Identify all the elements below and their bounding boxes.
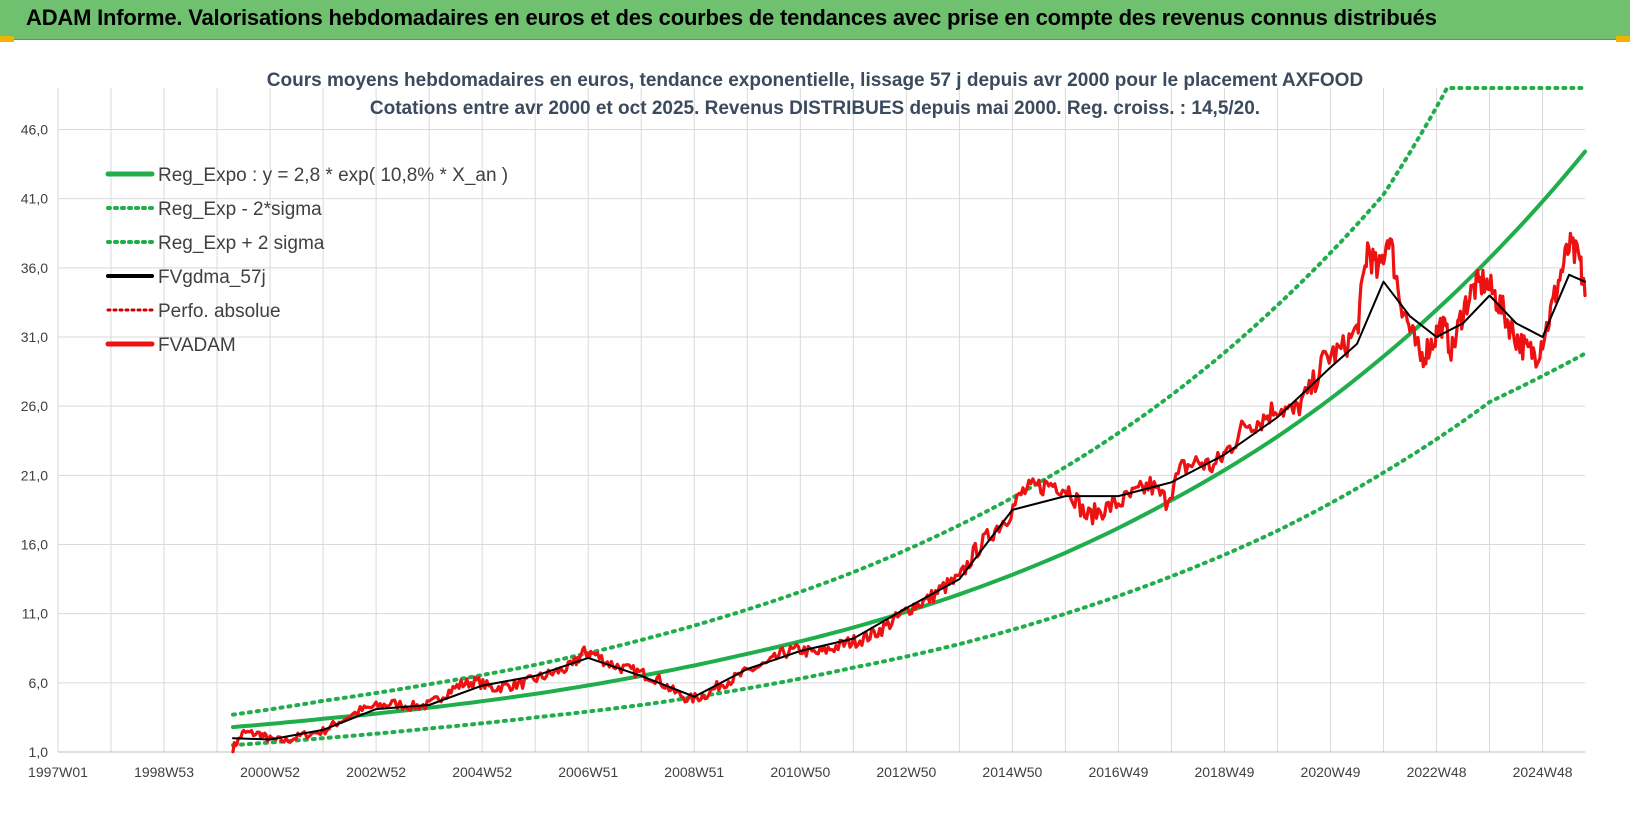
- x-tick-label: 2022W48: [1407, 764, 1467, 780]
- chart-area: Cours moyens hebdomadaires en euros, ten…: [21, 70, 1587, 780]
- grid-lines: [57, 88, 1585, 753]
- banner-title: ADAM Informe. Valorisations hebdomadaire…: [26, 5, 1437, 30]
- x-tick-label: 1997W01: [28, 764, 88, 780]
- chart-title-line-2: Cotations entre avr 2000 et oct 2025. Re…: [370, 98, 1260, 119]
- series-reg-exp-minus: [231, 351, 1587, 748]
- x-tick-label: 2016W49: [1088, 764, 1148, 780]
- series-reg-exp-plus: [231, 86, 1587, 717]
- x-tick-label: 2014W50: [982, 764, 1042, 780]
- x-tick-label: 2002W52: [346, 764, 406, 780]
- series-layer: [231, 86, 1587, 754]
- legend: Reg_Expo : y = 2,8 * exp( 10,8% * X_an )…: [105, 165, 508, 356]
- y-tick-label: 6,0: [29, 675, 49, 691]
- x-tick-label: 1998W53: [134, 764, 194, 780]
- corner-mark-right: [1616, 36, 1630, 42]
- series-fvadam: [231, 231, 1587, 754]
- legend-label: Perfo. absolue: [158, 301, 281, 322]
- y-tick-label: 46,0: [21, 122, 48, 138]
- chart-title-line-1: Cours moyens hebdomadaires en euros, ten…: [267, 70, 1363, 91]
- x-tick-label: 2012W50: [876, 764, 936, 780]
- x-tick-label: 2008W51: [664, 764, 724, 780]
- y-tick-label: 21,0: [21, 467, 48, 483]
- x-tick-label: 2020W49: [1301, 764, 1361, 780]
- y-axis: 1,0 6,0 11,0 16,0 21,0 26,0 31,0 36,0 41,0 46,0: [21, 122, 48, 761]
- x-tick-label: 2010W50: [770, 764, 830, 780]
- legend-label: FVgdma_57j: [158, 267, 266, 288]
- corner-mark-left: [0, 36, 14, 42]
- x-axis: 1997W01 1998W53 2000W52 2002W52 2004W52 2006W…: [28, 764, 1573, 780]
- x-tick-label: 2018W49: [1194, 764, 1254, 780]
- legend-label: Reg_Exp - 2*sigma: [158, 199, 322, 220]
- x-tick-label: 2024W48: [1513, 764, 1573, 780]
- series-reg-expo: [231, 149, 1587, 730]
- y-tick-label: 1,0: [29, 744, 49, 760]
- legend-label: FVADAM: [158, 335, 236, 356]
- header-banner: ADAM Informe. Valorisations hebdomadaire…: [0, 0, 1630, 40]
- series-fvgdma-57j: [232, 273, 1586, 741]
- y-tick-label: 26,0: [21, 398, 48, 414]
- y-tick-label: 41,0: [21, 191, 48, 207]
- x-tick-label: 2000W52: [240, 764, 300, 780]
- legend-label: Reg_Expo : y = 2,8 * exp( 10,8% * X_an ): [158, 165, 508, 186]
- y-tick-label: 36,0: [21, 260, 48, 276]
- legend-label: Reg_Exp + 2 sigma: [158, 233, 325, 254]
- x-tick-label: 2004W52: [452, 764, 512, 780]
- x-tick-label: 2006W51: [558, 764, 618, 780]
- y-tick-label: 16,0: [21, 537, 48, 553]
- y-tick-label: 31,0: [21, 329, 48, 345]
- y-tick-label: 11,0: [22, 606, 48, 622]
